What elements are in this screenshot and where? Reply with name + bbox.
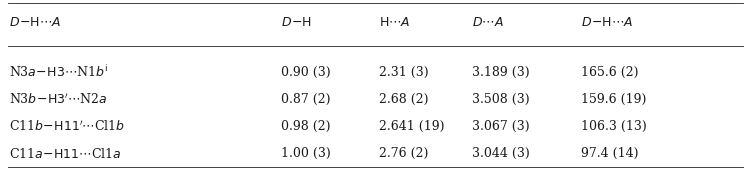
- Text: C11$b\!-\!{\rm H11}'\cdots$Cl1$b$: C11$b\!-\!{\rm H11}'\cdots$Cl1$b$: [9, 119, 125, 134]
- Text: 159.6 (19): 159.6 (19): [581, 93, 646, 106]
- Text: 3.044 (3): 3.044 (3): [472, 147, 530, 160]
- Text: $D\cdots A$: $D\cdots A$: [472, 16, 504, 29]
- Text: 0.90 (3): 0.90 (3): [281, 66, 331, 79]
- Text: 1.00 (3): 1.00 (3): [281, 147, 331, 160]
- Text: 2.76 (2): 2.76 (2): [379, 147, 428, 160]
- Text: 3.189 (3): 3.189 (3): [472, 66, 530, 79]
- Text: $D\!-\!{\rm H}\cdots A$: $D\!-\!{\rm H}\cdots A$: [9, 16, 62, 29]
- Text: 3.508 (3): 3.508 (3): [472, 93, 530, 106]
- Text: N3$b\!-\!{\rm H3}'\cdots$N2$a$: N3$b\!-\!{\rm H3}'\cdots$N2$a$: [9, 92, 107, 107]
- Text: 0.87 (2): 0.87 (2): [281, 93, 331, 106]
- Text: 165.6 (2): 165.6 (2): [581, 66, 639, 79]
- Text: 106.3 (13): 106.3 (13): [581, 120, 647, 133]
- Text: 3.067 (3): 3.067 (3): [472, 120, 530, 133]
- Text: $D\!-\!{\rm H}\cdots A$: $D\!-\!{\rm H}\cdots A$: [581, 16, 634, 29]
- Text: 2.31 (3): 2.31 (3): [379, 66, 428, 79]
- Text: ${\rm H}\cdots A$: ${\rm H}\cdots A$: [379, 16, 410, 29]
- Text: 97.4 (14): 97.4 (14): [581, 147, 639, 160]
- Text: $D\!-\!{\rm H}$: $D\!-\!{\rm H}$: [281, 16, 312, 29]
- Text: 2.641 (19): 2.641 (19): [379, 120, 444, 133]
- Text: 0.98 (2): 0.98 (2): [281, 120, 331, 133]
- Text: N3$a\!-\!{\rm H3}\cdots$N1$b^{\rm i}$: N3$a\!-\!{\rm H3}\cdots$N1$b^{\rm i}$: [9, 64, 108, 80]
- Text: 2.68 (2): 2.68 (2): [379, 93, 428, 106]
- Text: C11$a\!-\!{\rm H11}\cdots$Cl1$a$: C11$a\!-\!{\rm H11}\cdots$Cl1$a$: [9, 147, 122, 161]
